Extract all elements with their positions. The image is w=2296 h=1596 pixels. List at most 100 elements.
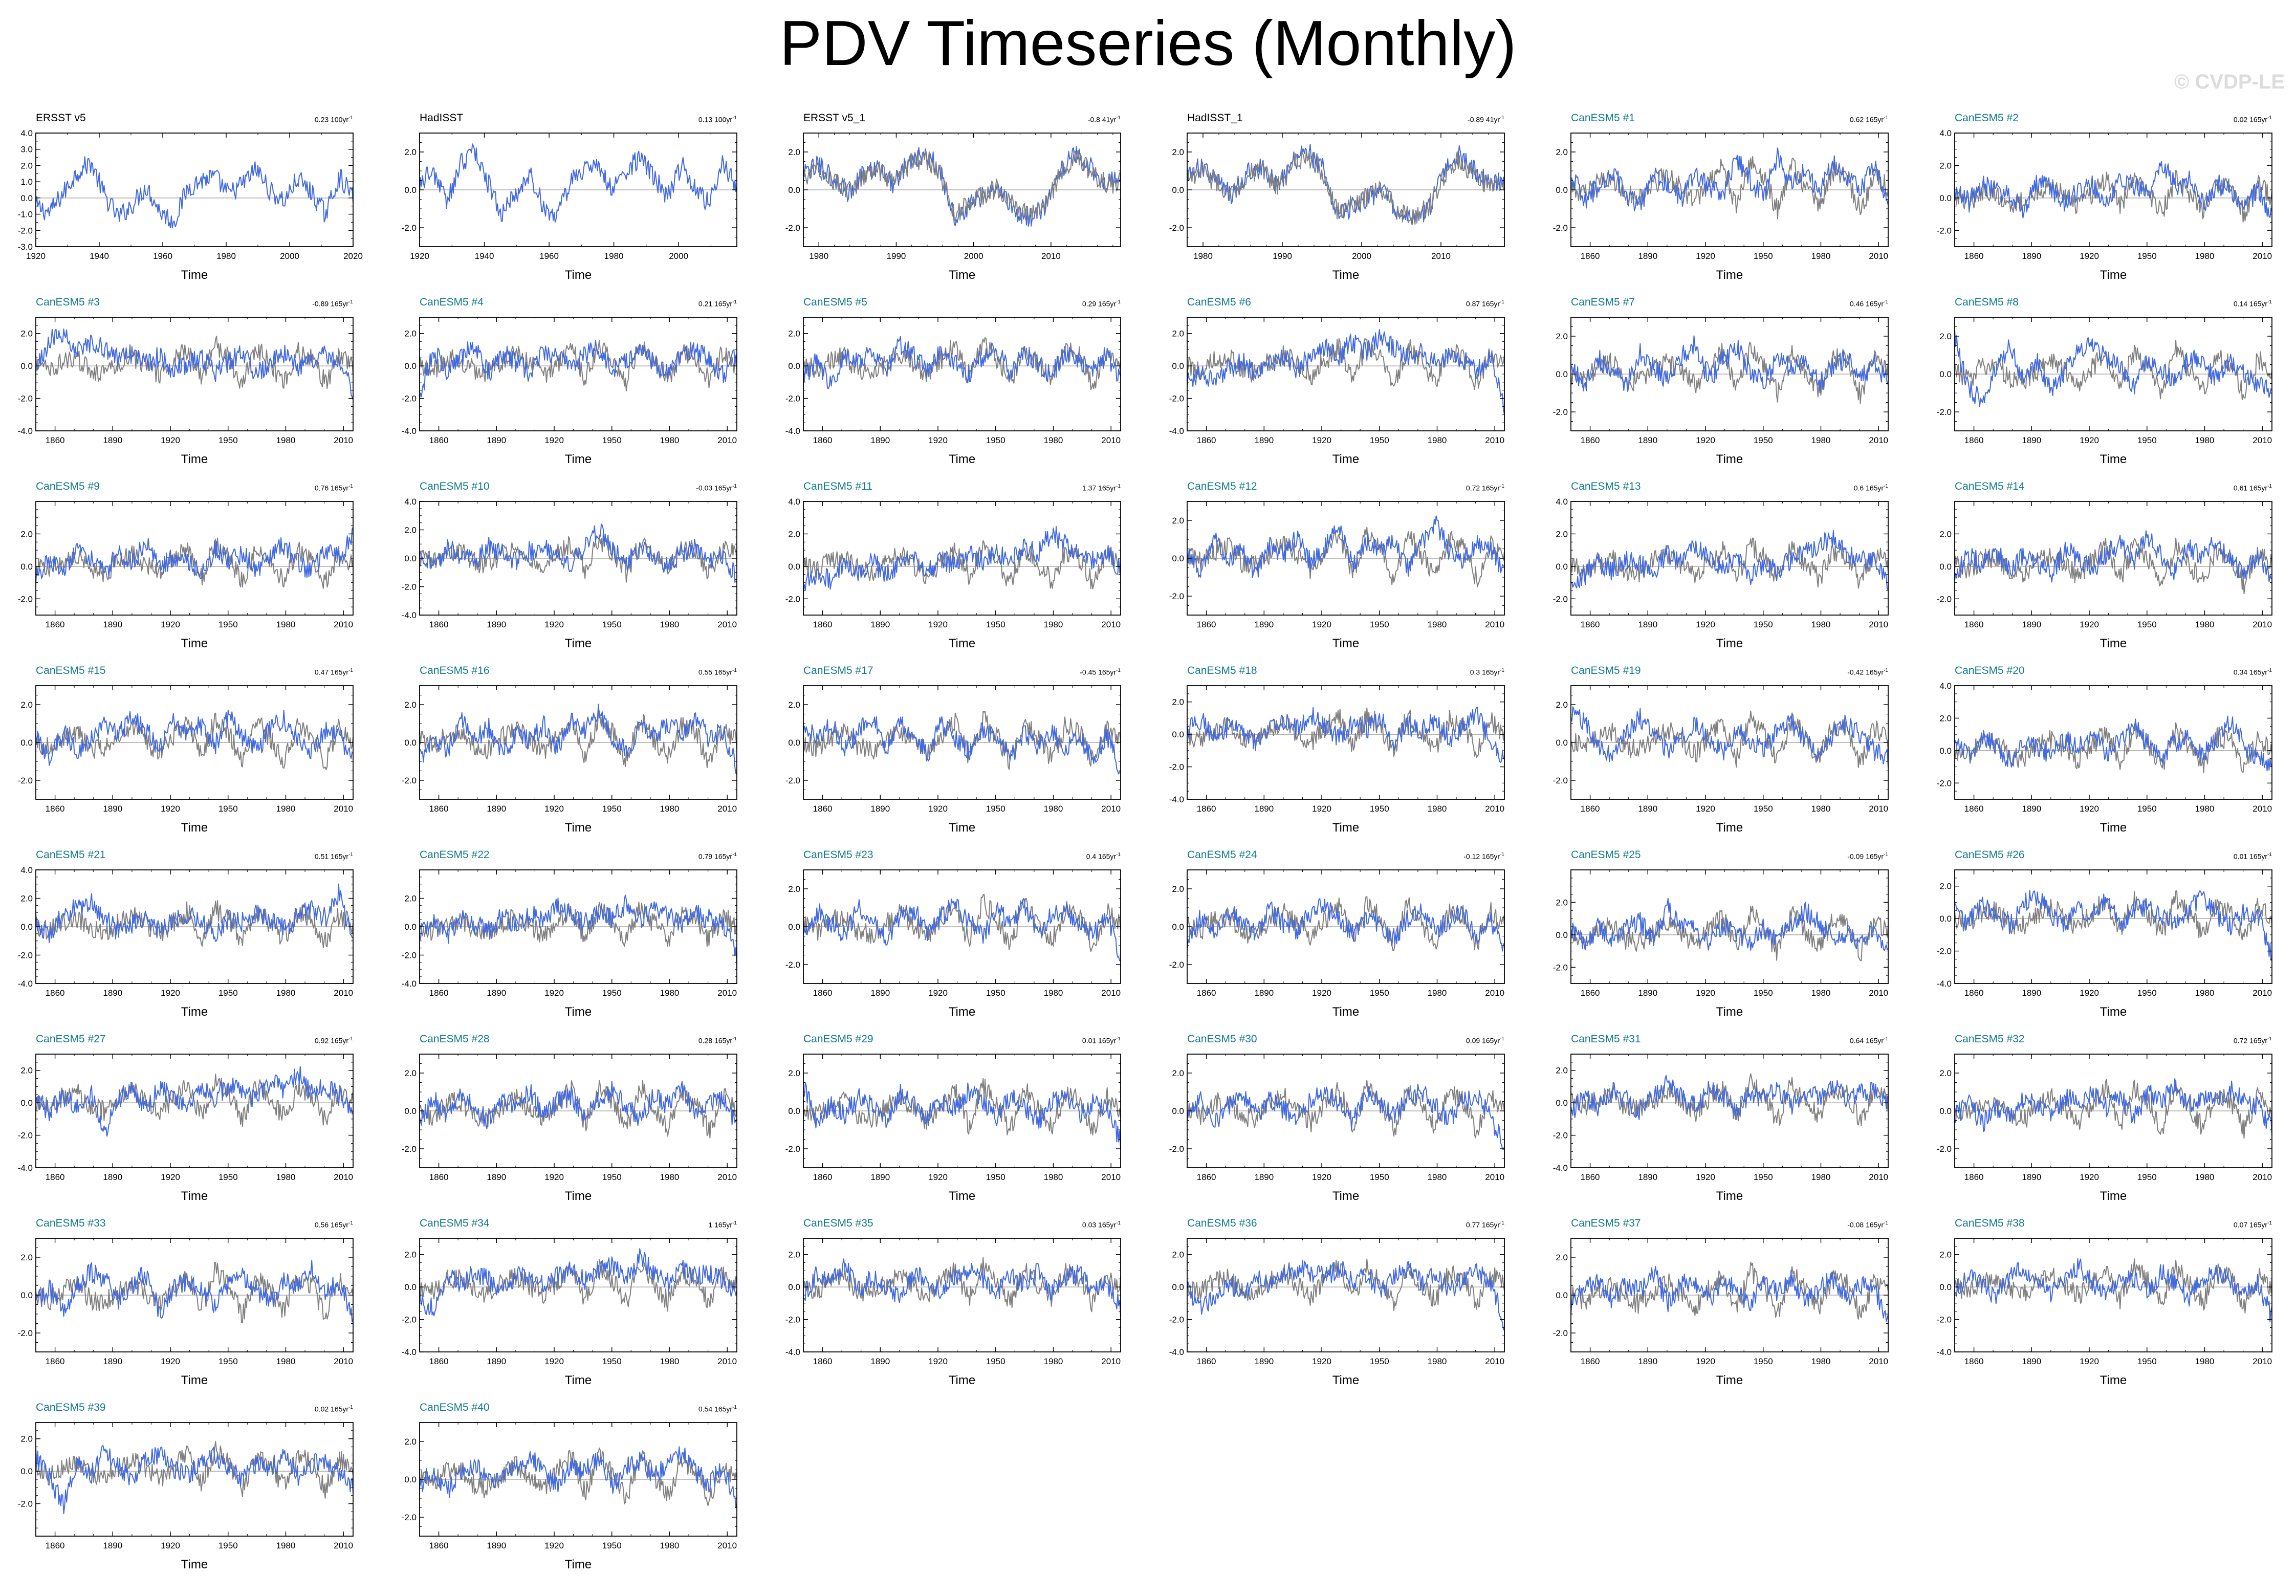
y-tick-label: -2.0 [402, 1144, 417, 1154]
x-tick-label: 1980 [660, 435, 680, 445]
y-tick-label: -2.0 [402, 1315, 417, 1325]
trend-label: 0.13 100yr-1 [698, 115, 737, 124]
x-tick-label: 2010 [2253, 804, 2272, 814]
panel-28: CanESM5 #24 -0.12 165yr-1 Time 1860 1890 1920… [1151, 848, 1505, 1027]
x-axis-label: Time [181, 268, 208, 282]
y-tick-label: -2.0 [785, 960, 800, 970]
y-tick-label: -2.0 [1937, 226, 1952, 235]
x-tick-label: 2010 [334, 804, 353, 814]
panel-title: HadISST_1 [1187, 112, 1243, 124]
x-axis-label: Time [181, 821, 208, 835]
panel-1: ERSST v5 0.23 100yr-1 Time 1920 1940 1960 1980… [0, 112, 363, 291]
x-tick-label: 1950 [1370, 1172, 1389, 1182]
x-axis-label: Time [1716, 1189, 1743, 1203]
x-axis-label: Time [181, 1189, 208, 1203]
y-tick-label: 2.0 [1172, 884, 1184, 894]
y-tick-label: 0.0 [404, 738, 417, 748]
x-tick-label: 1890 [870, 1172, 890, 1182]
y-tick-label: 2.0 [20, 329, 33, 339]
x-tick-label: 1890 [1638, 988, 1657, 998]
series-line-blue [1954, 890, 2272, 961]
series-line-blue [1954, 530, 2272, 583]
series-line-gray [1187, 707, 1505, 758]
x-tick-label: 1980 [216, 251, 236, 261]
x-tick-label: 1920 [161, 1541, 180, 1550]
x-tick-label: 1950 [218, 435, 238, 445]
y-tick-label: -2.0 [1169, 592, 1184, 601]
x-tick-label: 2010 [334, 988, 353, 998]
timeseries-plot: 1860 1890 1920 1950 1980 2010 -2.0 0.0 2.0 [1553, 317, 1889, 445]
y-tick-label: -2.0 [402, 394, 417, 404]
timeseries-plot: 1860 1890 1920 1950 1980 2010 -2.0 0.0 2.0 [1553, 869, 1889, 998]
y-tick-label: 0.0 [1556, 930, 1568, 940]
y-tick-label: 2.0 [1556, 147, 1568, 157]
x-tick-label: 1950 [2137, 1172, 2157, 1182]
y-tick-label: 2.0 [1172, 697, 1184, 707]
x-tick-label: 2010 [1101, 620, 1121, 629]
panel-title: CanESM5 #6 [1187, 296, 1251, 308]
x-axis-label: Time [181, 452, 208, 466]
y-tick-label: 0.0 [20, 738, 33, 748]
x-tick-label: 1860 [1964, 251, 1984, 261]
x-tick-label: 1860 [1197, 1172, 1216, 1182]
series-line-gray [419, 340, 737, 391]
trend-label: -0.09 165yr-1 [1847, 852, 1888, 861]
panel-title: CanESM5 #4 [420, 296, 484, 308]
x-tick-label: 1920 [1312, 1357, 1331, 1366]
x-axis-label: Time [564, 637, 592, 650]
plot-frame [35, 1422, 354, 1537]
x-tick-label: 2010 [334, 1172, 353, 1182]
y-tick-label: 2.0 [20, 1434, 33, 1444]
x-tick-label: 1950 [1754, 1172, 1773, 1182]
x-tick-label: 1980 [1044, 435, 1063, 445]
x-tick-label: 1920 [410, 251, 429, 261]
panel-title: CanESM5 #11 [803, 480, 873, 492]
panel-5: CanESM5 #1 0.62 165yr-1 Time 1860 1890 1920 19… [1535, 112, 1889, 291]
y-tick-label: 0.0 [788, 1282, 800, 1292]
x-tick-label: 2010 [334, 620, 353, 629]
y-tick-label: 0.0 [1172, 554, 1184, 563]
x-tick-label: 1980 [1428, 620, 1447, 629]
timeseries-plot: 1920 1940 1960 1980 2000 2020 -3.0 -2.0 -1.0 0.0 1… [18, 128, 363, 261]
x-axis-label: Time [181, 1373, 208, 1387]
x-axis-label: Time [1332, 1189, 1360, 1203]
x-axis-label: Time [948, 1005, 976, 1019]
x-tick-label: 1940 [90, 251, 109, 261]
series-line-blue [1187, 707, 1505, 763]
trend-label: 1.37 165yr-1 [1082, 484, 1121, 492]
panel-15: CanESM5 #11 1.37 165yr-1 Time 1860 1890 1920 1… [768, 480, 1121, 659]
x-tick-label: 1860 [1964, 620, 1984, 629]
timeseries-plot: 1860 1890 1920 1950 1980 2010 -4.0 -2.0 0.0 2.0 4.… [402, 497, 737, 629]
y-tick-label: 0.0 [404, 185, 417, 195]
panel-title: CanESM5 #26 [1955, 849, 2025, 861]
y-tick-label: 0.0 [404, 361, 417, 371]
x-tick-label: 1860 [46, 804, 65, 814]
x-axis-label: Time [564, 821, 592, 835]
y-tick-label: -2.0 [1937, 1144, 1952, 1154]
timeseries-plot: 1860 1890 1920 1950 1980 2010 -4.0 -2.0 0.0 2.0 [1169, 685, 1505, 814]
y-tick-label: -2.0 [18, 1328, 33, 1338]
x-tick-label: 1890 [1638, 1357, 1657, 1366]
panel-6: CanESM5 #2 0.02 165yr-1 Time 1860 1890 1920 19… [1919, 112, 2272, 291]
timeseries-plot: 1860 1890 1920 1950 1980 2010 -2.0 0.0 2.0 [18, 685, 354, 814]
y-tick-label: 4.0 [1556, 497, 1568, 507]
y-tick-label: -4.0 [402, 1347, 417, 1357]
x-tick-label: 1920 [161, 1172, 180, 1182]
y-tick-label: -2.0 [1169, 1144, 1184, 1154]
y-tick-label: 2.0 [404, 147, 417, 157]
x-tick-label: 1860 [429, 1357, 449, 1366]
panel-title: CanESM5 #8 [1955, 296, 2019, 308]
x-tick-label: 1860 [813, 1172, 833, 1182]
y-tick-label: 0.0 [788, 922, 800, 932]
x-tick-label: 2010 [1101, 1172, 1121, 1182]
timeseries-plot: 1860 1890 1920 1950 1980 2010 -4.0 -2.0 0.0 2.0 [402, 1238, 737, 1366]
series-line-blue [1187, 149, 1505, 225]
x-tick-label: 1950 [1754, 988, 1773, 998]
y-tick-label: -2.0 [1937, 407, 1952, 417]
x-tick-label: 1860 [429, 435, 449, 445]
panel-18: CanESM5 #14 0.61 165yr-1 Time 1860 1890 1920 1… [1919, 480, 2272, 659]
x-tick-label: 1920 [1312, 620, 1331, 629]
panel-41: CanESM5 #37 -0.08 165yr-1 Time 1860 1890 1920… [1535, 1217, 1889, 1396]
y-tick-label: 0.0 [1939, 1106, 1952, 1116]
y-tick-label: -4.0 [1937, 979, 1952, 989]
